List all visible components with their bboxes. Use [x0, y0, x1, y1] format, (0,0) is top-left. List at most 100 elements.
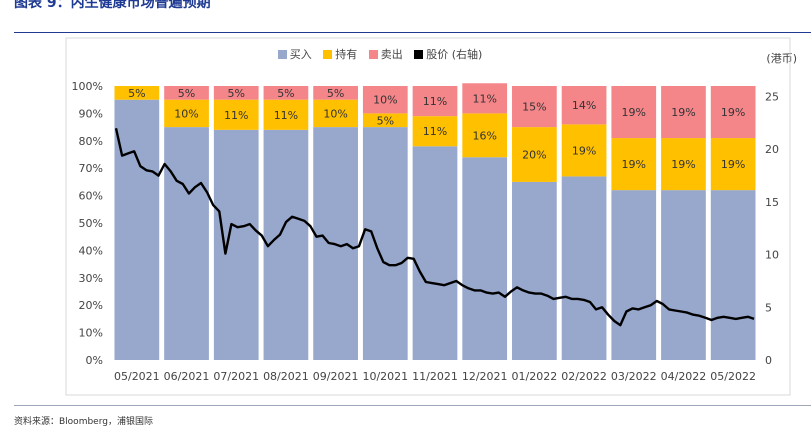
y-left-tick-label: 80% [79, 135, 103, 148]
bar-buy [362, 127, 408, 360]
bar-sell [512, 86, 557, 128]
data-label-sell: 19% [671, 106, 695, 119]
x-tick-label: 11/2021 [412, 370, 458, 383]
bar-sell [362, 86, 408, 114]
x-tick-label: 07/2021 [213, 370, 259, 383]
bar-sell [313, 86, 358, 100]
bar-hold [710, 138, 756, 191]
data-label-hold: 11% [274, 109, 298, 122]
x-tick-label: 05/2021 [114, 370, 160, 383]
x-tick-label: 01/2022 [512, 370, 558, 383]
data-label-hold: 16% [472, 129, 496, 142]
x-tick-label: 06/2021 [164, 370, 210, 383]
legend-label-sell: 卖出 [380, 48, 403, 61]
x-tick-label: 12/2021 [462, 370, 508, 383]
bar-buy [611, 190, 657, 360]
legend-swatch-price [414, 50, 424, 59]
bar-sell [561, 86, 607, 125]
x-tick-label: 09/2021 [313, 370, 359, 383]
legend-label-hold: 持有 [335, 48, 358, 61]
data-label-hold: 5% [377, 114, 394, 127]
data-label-hold: 19% [622, 158, 646, 171]
data-label-hold: 10% [174, 107, 198, 120]
bar-buy [164, 127, 209, 360]
bar-hold [114, 86, 160, 100]
y-left-tick-label: 70% [79, 162, 103, 175]
bar-hold [661, 138, 706, 191]
x-tick-label: 03/2022 [611, 370, 657, 383]
bar-buy [114, 99, 160, 360]
legend-swatch-buy [277, 50, 287, 59]
data-label-hold: 11% [224, 109, 248, 122]
bar-hold [561, 124, 607, 177]
bar-hold [512, 127, 557, 182]
bar-buy [263, 129, 309, 360]
bar-sell [164, 86, 209, 100]
data-label-hold: 19% [671, 158, 695, 171]
bar-hold [213, 99, 259, 130]
bar-hold [313, 99, 358, 128]
data-label-hold: 11% [423, 125, 447, 138]
bar-sell [263, 86, 309, 100]
title-rule [14, 32, 811, 33]
bar-hold [412, 116, 458, 147]
bar-buy [462, 157, 508, 360]
legend-item-hold: 持有 [323, 46, 357, 62]
legend-swatch-hold [323, 50, 333, 59]
y-right-tick-label: 5 [765, 301, 772, 314]
y-left-tick-label: 20% [79, 299, 103, 312]
bar-buy [412, 146, 458, 360]
price-line [114, 127, 755, 327]
legend-label-price: 股价 (右轴) [426, 48, 483, 61]
data-label-sell: 11% [472, 92, 496, 105]
bar-buy [561, 176, 607, 360]
bar-buy [661, 190, 706, 360]
data-label-sell: 19% [622, 106, 646, 119]
data-label-hold: 19% [721, 158, 745, 171]
x-tick-label: 10/2021 [362, 370, 408, 383]
legend-label-buy: 买入 [289, 48, 312, 61]
bar-buy [213, 129, 259, 360]
data-label-sell: 5% [178, 87, 195, 100]
bar-sell [710, 86, 756, 139]
bar-sell [412, 86, 458, 117]
data-label-sell: 5% [327, 87, 344, 100]
y-left-tick-label: 60% [79, 190, 103, 203]
legend-item-price: 股价 (右轴) [414, 46, 482, 62]
y-left-tick-label: 30% [79, 272, 103, 285]
data-label-hold: 5% [128, 87, 145, 100]
bar-sell [611, 86, 657, 139]
data-label-sell: 19% [721, 106, 745, 119]
legend: 买入 持有 卖出 股价 (右轴) [0, 46, 760, 62]
data-label-hold: 19% [572, 144, 596, 157]
bar-hold [263, 99, 309, 130]
bar-hold [164, 99, 209, 128]
bar-sell [213, 86, 259, 100]
y-right-tick-label: 20 [765, 143, 779, 156]
data-label-sell: 10% [373, 94, 397, 107]
bar-sell [462, 83, 508, 114]
x-tick-label: 05/2022 [710, 370, 756, 383]
source-note: 资料来源：Bloomberg，浦银国际 [14, 417, 153, 427]
y-right-tick-label: 15 [765, 196, 779, 209]
y-left-tick-label: 0% [86, 354, 103, 367]
bar-buy [710, 190, 756, 360]
bar-sell [661, 86, 706, 139]
legend-swatch-sell [368, 50, 378, 59]
bar-hold [611, 138, 657, 191]
bar-hold [462, 113, 508, 158]
legend-item-buy: 买入 [277, 46, 312, 62]
data-label-sell: 5% [228, 87, 245, 100]
bar-buy [512, 181, 557, 360]
x-tick-label: 08/2021 [263, 370, 309, 383]
y-left-tick-label: 10% [79, 327, 103, 340]
data-label-hold: 20% [522, 149, 546, 162]
right-axis-unit: (港币) [766, 52, 797, 65]
data-label-sell: 5% [277, 87, 294, 100]
y-right-tick-label: 10 [765, 249, 779, 262]
y-left-tick-label: 100% [72, 80, 103, 93]
data-label-sell: 15% [522, 101, 546, 114]
data-label-sell: 11% [423, 95, 447, 108]
y-left-tick-label: 40% [79, 244, 103, 257]
data-label-sell: 14% [572, 99, 596, 112]
